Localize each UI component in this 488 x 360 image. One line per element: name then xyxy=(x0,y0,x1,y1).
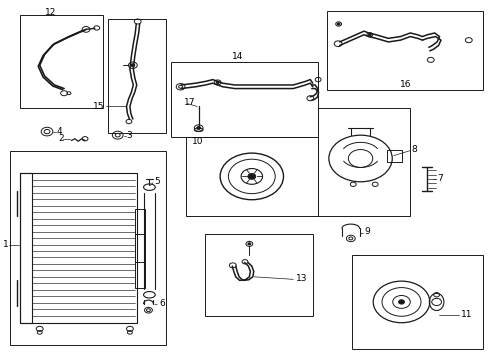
Text: 16: 16 xyxy=(399,81,410,90)
Text: 11: 11 xyxy=(460,310,471,319)
Bar xyxy=(108,19,166,134)
Text: 9: 9 xyxy=(363,228,369,237)
Bar xyxy=(20,15,103,108)
Circle shape xyxy=(336,23,339,25)
Text: 13: 13 xyxy=(295,274,306,283)
Bar xyxy=(386,149,401,162)
Text: 12: 12 xyxy=(44,8,56,17)
Text: 6: 6 xyxy=(159,299,164,308)
Bar xyxy=(327,12,483,90)
Bar xyxy=(135,209,144,262)
Text: 14: 14 xyxy=(232,52,243,61)
Circle shape xyxy=(131,64,135,67)
Text: 2: 2 xyxy=(58,134,64,143)
Circle shape xyxy=(196,127,200,130)
Text: 3: 3 xyxy=(126,131,131,140)
Text: 8: 8 xyxy=(411,145,417,154)
Circle shape xyxy=(247,243,250,245)
Text: 1: 1 xyxy=(3,240,9,249)
Bar xyxy=(351,255,483,348)
Text: 10: 10 xyxy=(192,137,203,146)
Bar xyxy=(205,234,312,316)
Bar xyxy=(135,234,144,288)
Text: 4: 4 xyxy=(57,127,62,136)
Bar xyxy=(185,137,317,216)
Bar xyxy=(10,151,166,345)
Bar xyxy=(20,173,32,323)
Bar xyxy=(20,173,137,323)
Circle shape xyxy=(216,81,219,84)
Bar xyxy=(171,62,317,137)
Text: 7: 7 xyxy=(436,174,442,183)
Text: 17: 17 xyxy=(183,98,195,107)
Circle shape xyxy=(247,174,255,179)
Circle shape xyxy=(367,34,370,36)
Text: 5: 5 xyxy=(154,177,159,186)
Text: 15: 15 xyxy=(93,102,104,111)
Bar xyxy=(317,108,409,216)
Circle shape xyxy=(398,300,404,304)
